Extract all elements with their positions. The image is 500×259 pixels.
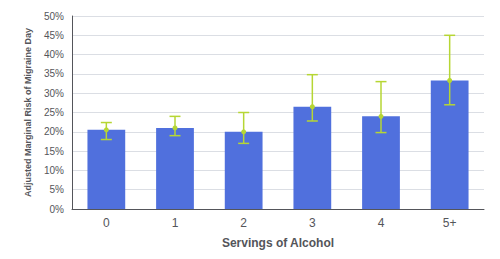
svg-text:25%: 25% xyxy=(44,107,64,118)
svg-text:5%: 5% xyxy=(50,184,65,195)
svg-text:Adjusted Marginal Risk of Migr: Adjusted Marginal Risk of Migraine Day xyxy=(23,28,33,197)
svg-text:1: 1 xyxy=(172,216,179,230)
svg-text:2: 2 xyxy=(240,216,247,230)
svg-text:5+: 5+ xyxy=(443,216,457,230)
svg-text:3: 3 xyxy=(309,216,316,230)
svg-text:15%: 15% xyxy=(44,146,64,157)
svg-text:0%: 0% xyxy=(50,204,65,215)
svg-text:10%: 10% xyxy=(44,165,64,176)
svg-text:35%: 35% xyxy=(44,68,64,79)
svg-text:30%: 30% xyxy=(44,88,64,99)
svg-text:20%: 20% xyxy=(44,126,64,137)
svg-text:50%: 50% xyxy=(44,11,64,22)
svg-text:45%: 45% xyxy=(44,30,64,41)
svg-text:40%: 40% xyxy=(44,49,64,60)
svg-text:0: 0 xyxy=(103,216,110,230)
svg-text:Servings of Alcohol: Servings of Alcohol xyxy=(222,236,334,250)
svg-text:4: 4 xyxy=(378,216,385,230)
